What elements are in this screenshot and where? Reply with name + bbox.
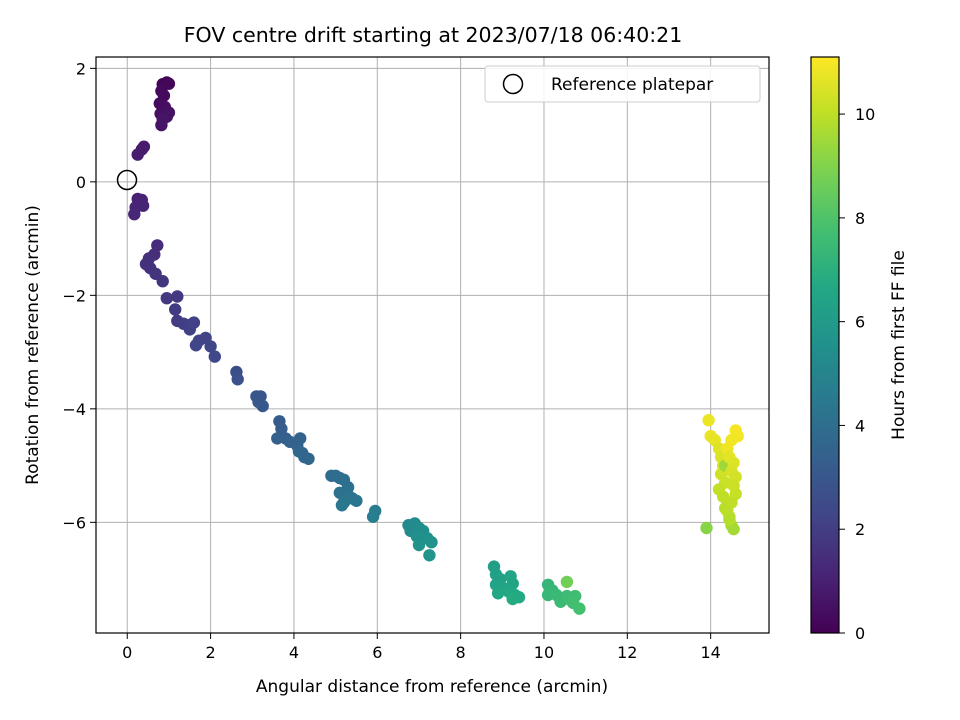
x-tick-label: 4 bbox=[289, 643, 299, 662]
data-point bbox=[700, 521, 713, 535]
data-point bbox=[425, 536, 438, 549]
colorbar-gradient bbox=[810, 56, 840, 634]
data-point bbox=[412, 538, 426, 552]
colorbar-tick-label: 8 bbox=[855, 209, 865, 228]
y-axis-label: Rotation from reference (arcmin) bbox=[23, 205, 43, 485]
legend-marker-icon bbox=[502, 73, 524, 95]
data-point bbox=[271, 432, 284, 445]
data-point bbox=[702, 414, 715, 427]
data-point bbox=[160, 292, 173, 305]
x-tick-label: 6 bbox=[372, 643, 382, 662]
data-point bbox=[491, 587, 505, 600]
x-axis-ticks: 0 2 4 6 8 10 12 14 bbox=[122, 633, 721, 662]
y-tick-label: 0 bbox=[76, 173, 86, 192]
data-point bbox=[366, 510, 380, 523]
y-tick-label: −4 bbox=[62, 400, 86, 419]
data-point bbox=[128, 208, 141, 221]
data-point bbox=[204, 340, 217, 353]
data-point bbox=[727, 522, 740, 536]
x-tick-label: 2 bbox=[206, 643, 216, 662]
y-tick-label: 2 bbox=[76, 59, 86, 78]
reference-platepar-marker bbox=[116, 169, 138, 191]
y-axis-ticks: −6 −4 −2 0 2 bbox=[62, 59, 96, 532]
legend-box bbox=[484, 65, 761, 103]
data-point bbox=[573, 602, 586, 615]
data-point bbox=[275, 422, 288, 435]
data-point bbox=[302, 452, 315, 465]
chart-title: FOV centre drift starting at 2023/07/18 … bbox=[184, 23, 683, 47]
y-tick-label: −2 bbox=[62, 286, 86, 305]
data-point bbox=[231, 373, 244, 386]
data-point bbox=[183, 323, 196, 336]
data-point bbox=[335, 499, 349, 512]
data-point bbox=[169, 303, 182, 316]
colorbar-tick-label: 0 bbox=[855, 624, 865, 643]
data-point bbox=[131, 148, 144, 161]
data-point bbox=[189, 339, 203, 352]
data-point bbox=[723, 513, 736, 526]
data-point bbox=[350, 494, 363, 507]
data-point bbox=[156, 113, 169, 126]
colorbar-tick-label: 4 bbox=[855, 416, 865, 435]
data-point bbox=[560, 575, 574, 589]
legend-entry-reference-platepar: Reference platepar bbox=[551, 75, 713, 95]
x-tick-label: 10 bbox=[534, 643, 554, 662]
data-point bbox=[156, 275, 169, 288]
data-point bbox=[423, 549, 436, 562]
colorbar-label: Hours from first FF file bbox=[889, 250, 909, 440]
data-point bbox=[171, 290, 184, 303]
x-tick-label: 14 bbox=[700, 643, 720, 662]
colorbar-tick-label: 6 bbox=[855, 313, 865, 332]
colorbar-ticks: 0 2 4 6 8 10 bbox=[839, 105, 875, 643]
data-point bbox=[256, 399, 269, 413]
data-point bbox=[208, 350, 221, 363]
plot-frame bbox=[95, 56, 770, 634]
y-tick-label: −6 bbox=[62, 513, 86, 532]
colorbar: 0 2 4 6 8 10 Hours from first FF file bbox=[810, 56, 909, 643]
data-point bbox=[292, 445, 306, 458]
x-axis-label: Angular distance from reference (arcmin) bbox=[256, 677, 608, 697]
colorbar-tick-label: 10 bbox=[855, 105, 875, 124]
colorbar-tick-label: 2 bbox=[855, 520, 865, 539]
legend: Reference platepar bbox=[484, 65, 761, 103]
x-tick-label: 12 bbox=[617, 643, 637, 662]
x-tick-label: 0 bbox=[122, 643, 132, 662]
x-tick-label: 8 bbox=[456, 643, 466, 662]
data-point bbox=[506, 592, 519, 606]
scatter-points bbox=[128, 76, 744, 615]
